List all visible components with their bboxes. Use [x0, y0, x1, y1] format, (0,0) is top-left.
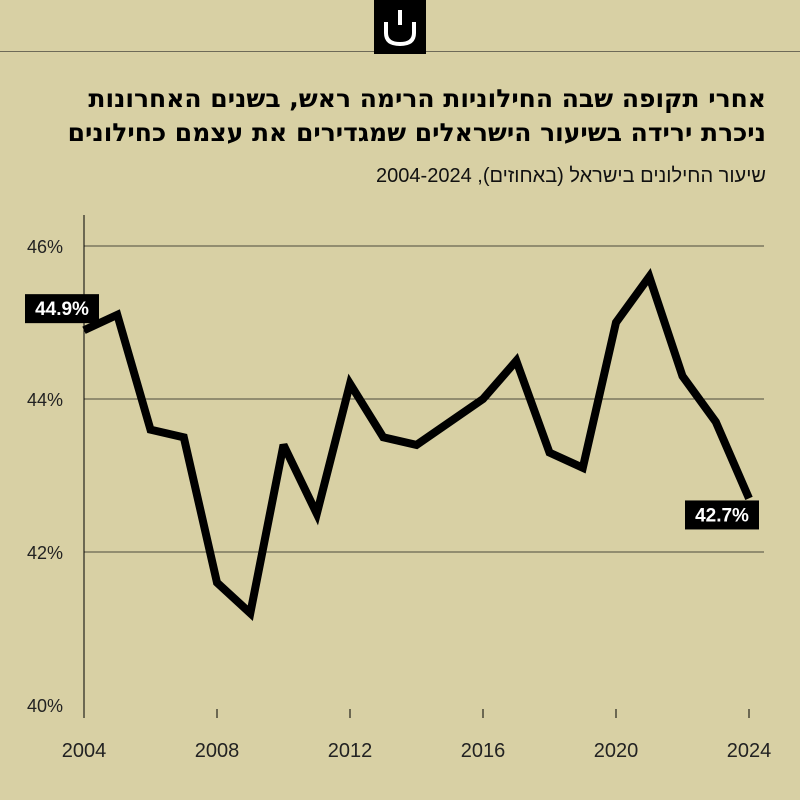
data-point [214, 580, 220, 586]
x-tick-label: 2016 [461, 740, 506, 762]
series-layer [81, 267, 753, 621]
data-point [414, 442, 420, 448]
chart-subtitle: שיעור החילונים בישראל (באחוזים), 2004-20… [376, 165, 766, 187]
data-point [613, 320, 619, 326]
data-point [181, 434, 187, 440]
value-label-box [685, 500, 759, 530]
data-point [314, 511, 320, 517]
data-point [281, 442, 287, 448]
data-point [646, 274, 652, 280]
chart-title: אחרי תקופה שבה החילוניות הרימה ראש, בשני… [67, 84, 766, 147]
data-point [148, 427, 154, 433]
y-tick-label: 40% [27, 696, 63, 716]
y-tick-label: 46% [27, 237, 63, 257]
data-point [547, 450, 553, 456]
series-line [82, 267, 753, 621]
data-point [114, 312, 120, 318]
data-point [81, 327, 87, 333]
data-point [580, 465, 586, 471]
publication-logo-icon[interactable] [374, 0, 426, 54]
x-tick-label: 2020 [594, 740, 639, 762]
data-point [447, 419, 453, 425]
x-tick-label: 2012 [328, 740, 373, 762]
label-layer: 44.9% 42.7% [25, 294, 759, 530]
value-label-box [25, 294, 99, 324]
x-tick-label: 2024 [727, 740, 772, 762]
data-point [480, 396, 486, 402]
data-point [247, 610, 253, 616]
value-label: 42.7% [695, 505, 749, 526]
data-point [380, 434, 386, 440]
y-tick-label: 44% [27, 390, 63, 410]
data-point [513, 358, 519, 364]
axis-layer: 40% 42% 44% 46% 2004 2008 2012 2016 2020 2024 [27, 215, 771, 762]
y-tick-label: 42% [27, 543, 63, 563]
data-point [680, 373, 686, 379]
x-tick-label: 2004 [62, 740, 107, 762]
data-point [713, 419, 719, 425]
x-tick-label: 2008 [195, 740, 240, 762]
data-point [347, 381, 353, 387]
value-label: 44.9% [35, 299, 89, 320]
grid-layer [84, 245, 764, 553]
